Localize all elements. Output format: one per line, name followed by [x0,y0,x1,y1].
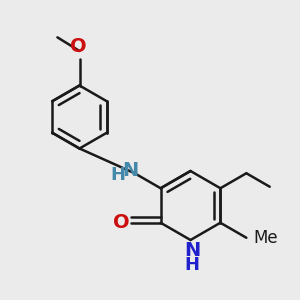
Text: O: O [51,34,52,35]
Text: O: O [70,37,86,56]
Text: N: N [122,161,138,180]
Text: N: N [184,242,200,260]
Text: H: H [111,166,126,184]
Text: O: O [113,213,130,232]
Text: H: H [184,256,200,274]
Text: Me: Me [254,229,278,247]
